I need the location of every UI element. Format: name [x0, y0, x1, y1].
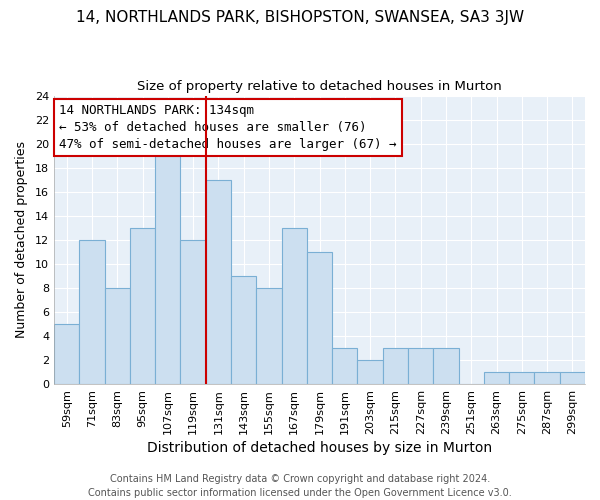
Bar [433, 348, 458, 384]
Bar [408, 348, 433, 384]
Text: Contains HM Land Registry data © Crown copyright and database right 2024.
Contai: Contains HM Land Registry data © Crown c… [88, 474, 512, 498]
Bar [509, 372, 535, 384]
Y-axis label: Number of detached properties: Number of detached properties [15, 142, 28, 338]
Bar [155, 156, 181, 384]
X-axis label: Distribution of detached houses by size in Murton: Distribution of detached houses by size … [147, 441, 492, 455]
Bar [104, 288, 130, 384]
Text: 14 NORTHLANDS PARK: 134sqm
← 53% of detached houses are smaller (76)
47% of semi: 14 NORTHLANDS PARK: 134sqm ← 53% of deta… [59, 104, 397, 151]
Bar [79, 240, 104, 384]
Bar [332, 348, 358, 384]
Bar [535, 372, 560, 384]
Bar [281, 228, 307, 384]
Bar [256, 288, 281, 384]
Bar [307, 252, 332, 384]
Bar [231, 276, 256, 384]
Bar [130, 228, 155, 384]
Bar [560, 372, 585, 384]
Bar [206, 180, 231, 384]
Bar [383, 348, 408, 384]
Bar [181, 240, 206, 384]
Bar [358, 360, 383, 384]
Title: Size of property relative to detached houses in Murton: Size of property relative to detached ho… [137, 80, 502, 93]
Bar [484, 372, 509, 384]
Text: 14, NORTHLANDS PARK, BISHOPSTON, SWANSEA, SA3 3JW: 14, NORTHLANDS PARK, BISHOPSTON, SWANSEA… [76, 10, 524, 25]
Bar [54, 324, 79, 384]
